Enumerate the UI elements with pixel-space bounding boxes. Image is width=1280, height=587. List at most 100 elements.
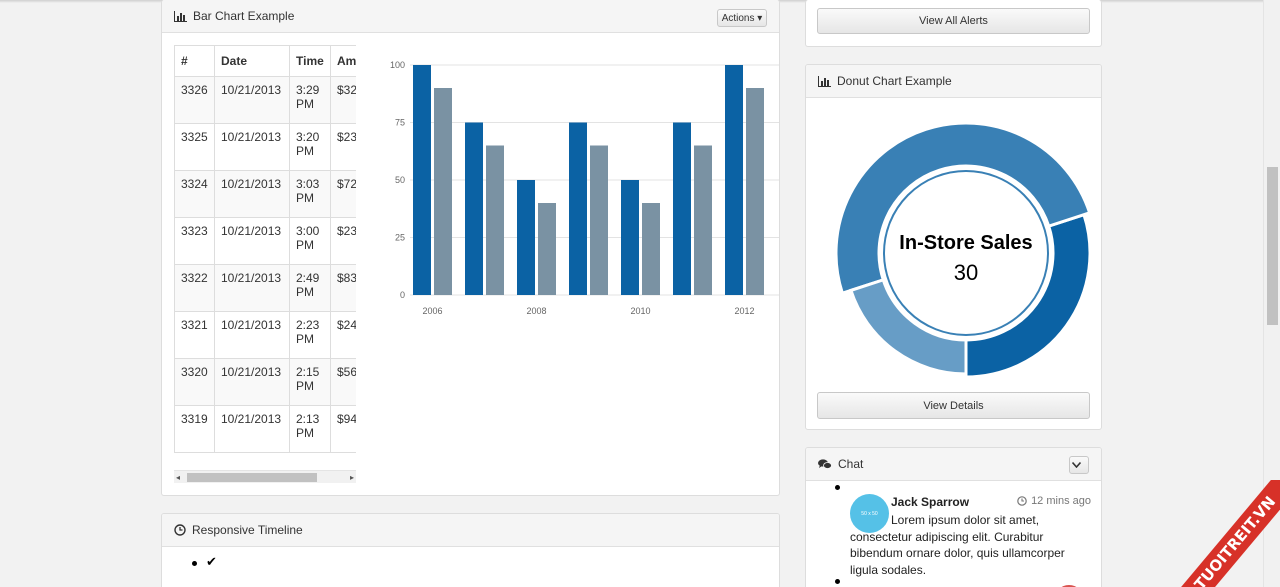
bar-chart: 0 25 50 75 100 2006 2008 2010 2012: [390, 60, 779, 316]
chat-timestamp: 12 mins ago: [1017, 495, 1091, 507]
x-tick-label: 2008: [526, 306, 546, 316]
bar-2008-series-1: [538, 203, 556, 295]
bar-2007-series-0: [465, 122, 483, 295]
table-row: 3319 10/21/2013 2:13 PM $94: [174, 405, 356, 453]
cell-time-time1: 2:13: [296, 412, 320, 426]
cell-time: 3:00 PM: [289, 217, 331, 265]
cell-amount: $56: [330, 358, 356, 406]
bar-2009-series-1: [590, 145, 608, 295]
view-all-alerts-button[interactable]: View All Alerts: [817, 8, 1090, 34]
donut-slice-1[interactable]: [834, 121, 1092, 296]
cell-time-time1: 3:03: [296, 177, 320, 191]
bar-2011-series-0: [673, 122, 691, 295]
chat-panel: Chat 50 x 50 Jack Sparrow 12 mins ago Lo…: [805, 447, 1102, 587]
bar-2011-series-1: [694, 145, 712, 295]
cell-time-time2: PM: [296, 97, 314, 111]
bar-2006-series-0: [413, 65, 431, 295]
bar-2012-series-1: [746, 88, 764, 295]
cell-time-time2: PM: [296, 332, 314, 346]
scroll-left-arrow[interactable]: ◂: [176, 473, 181, 482]
chat-message: 50 x 50 Jack Sparrow 12 mins ago Lorem i…: [806, 481, 1101, 579]
table-row: 3325 10/21/2013 3:20 PM $23: [174, 123, 356, 171]
donut-highlight-ring: [883, 170, 1049, 336]
cell-id: 3320: [174, 358, 215, 406]
chat-collapse-button[interactable]: [1069, 456, 1089, 474]
y-tick-label: 100: [390, 60, 405, 70]
page-scrollbar[interactable]: [1263, 0, 1280, 587]
timeline-panel-header: Responsive Timeline: [162, 514, 779, 547]
chat-panel-title: Chat: [838, 457, 864, 471]
x-tick-label: 2010: [630, 306, 650, 316]
cell-amount: $23: [330, 217, 356, 265]
comments-icon: [818, 458, 832, 469]
x-tick-label: 2012: [734, 306, 754, 316]
donut-chart-panel: Donut Chart Example In-Store Sales 30 Vie…: [805, 64, 1102, 430]
cell-id: 3321: [174, 311, 215, 359]
donut-chart: In-Store Sales 30: [834, 121, 1092, 379]
col-time-header: Time: [289, 45, 331, 77]
avatar-partial: [1054, 585, 1084, 587]
y-tick-label: 50: [395, 175, 405, 185]
cell-time-time2: PM: [296, 191, 314, 205]
scrollbar-thumb[interactable]: [187, 473, 317, 482]
cell-date: 10/21/2013: [214, 311, 290, 359]
cell-time-time2: PM: [296, 238, 314, 252]
cell-date: 10/21/2013: [214, 76, 290, 124]
timeline-panel: Responsive Timeline ✔: [161, 513, 780, 587]
list-bullet: [835, 579, 840, 584]
cell-time-time1: 3:29: [296, 83, 320, 97]
table-row: 3322 10/21/2013 2:49 PM $83: [174, 264, 356, 312]
bar-chart-panel-header: Bar Chart Example Actions ▾: [162, 0, 779, 33]
cell-time: 3:03 PM: [289, 170, 331, 218]
cell-id: 3326: [174, 76, 215, 124]
view-details-button[interactable]: View Details: [817, 392, 1090, 419]
donut-panel-title: Donut Chart Example: [837, 74, 952, 88]
cell-id: 3319: [174, 405, 215, 453]
cell-time: 2:13 PM: [289, 405, 331, 453]
cell-amount: $94: [330, 405, 356, 453]
donut-center-value: 30: [954, 260, 978, 285]
y-tick-label: 0: [400, 290, 405, 300]
cell-id: 3325: [174, 123, 215, 171]
cell-time-time1: 2:23: [296, 318, 320, 332]
list-bullet: [192, 561, 197, 566]
table-row: 3320 10/21/2013 2:15 PM $56: [174, 358, 356, 406]
cell-time-time2: PM: [296, 426, 314, 440]
cell-time-time1: 2:15: [296, 365, 320, 379]
cell-amount: $83: [330, 264, 356, 312]
y-tick-label: 25: [395, 233, 405, 243]
timeline-list: ✔: [162, 547, 779, 577]
transactions-table: # Date Time Am 3326 10/21/2013 3:29 PM $32 33…: [174, 45, 356, 453]
check-icon: ✔: [206, 555, 217, 570]
list-bullet: [835, 485, 840, 490]
cell-time-time1: 3:20: [296, 130, 320, 144]
chat-message-list: 50 x 50 Jack Sparrow 12 mins ago Lorem i…: [806, 481, 1101, 587]
cell-date: 10/21/2013: [214, 405, 290, 453]
cell-time-time1: 3:00: [296, 224, 320, 238]
page-scrollbar-thumb[interactable]: [1267, 167, 1278, 325]
table-horizontal-scrollbar[interactable]: ◂ ▸: [174, 470, 356, 483]
table-row: 3323 10/21/2013 3:00 PM $23: [174, 217, 356, 265]
bar-2009-series-0: [569, 122, 587, 295]
watermark: TUOITREIT.VN: [1160, 480, 1280, 587]
cell-amount: $72: [330, 170, 356, 218]
col-date-header: Date: [214, 45, 290, 77]
actions-dropdown-button[interactable]: Actions ▾: [717, 9, 767, 27]
donut-slice-2[interactable]: [849, 277, 968, 376]
watermark-ribbon: TUOITREIT.VN: [1170, 480, 1280, 587]
cell-time: 2:23 PM: [289, 311, 331, 359]
alerts-panel: View All Alerts: [805, 0, 1102, 47]
cell-id: 3324: [174, 170, 215, 218]
chat-panel-header: Chat: [806, 448, 1101, 481]
table-header-row: # Date Time Am: [174, 45, 356, 77]
transactions-table-wrapper: # Date Time Am 3326 10/21/2013 3:29 PM $32 33…: [174, 45, 356, 455]
cell-id: 3323: [174, 217, 215, 265]
cell-date: 10/21/2013: [214, 170, 290, 218]
cell-date: 10/21/2013: [214, 358, 290, 406]
table-row: 3321 10/21/2013 2:23 PM $24: [174, 311, 356, 359]
cell-date: 10/21/2013: [214, 264, 290, 312]
cell-date: 10/21/2013: [214, 123, 290, 171]
cell-time-time2: PM: [296, 144, 314, 158]
scroll-right-arrow[interactable]: ▸: [349, 473, 354, 482]
timeline-panel-title: Responsive Timeline: [192, 523, 303, 537]
